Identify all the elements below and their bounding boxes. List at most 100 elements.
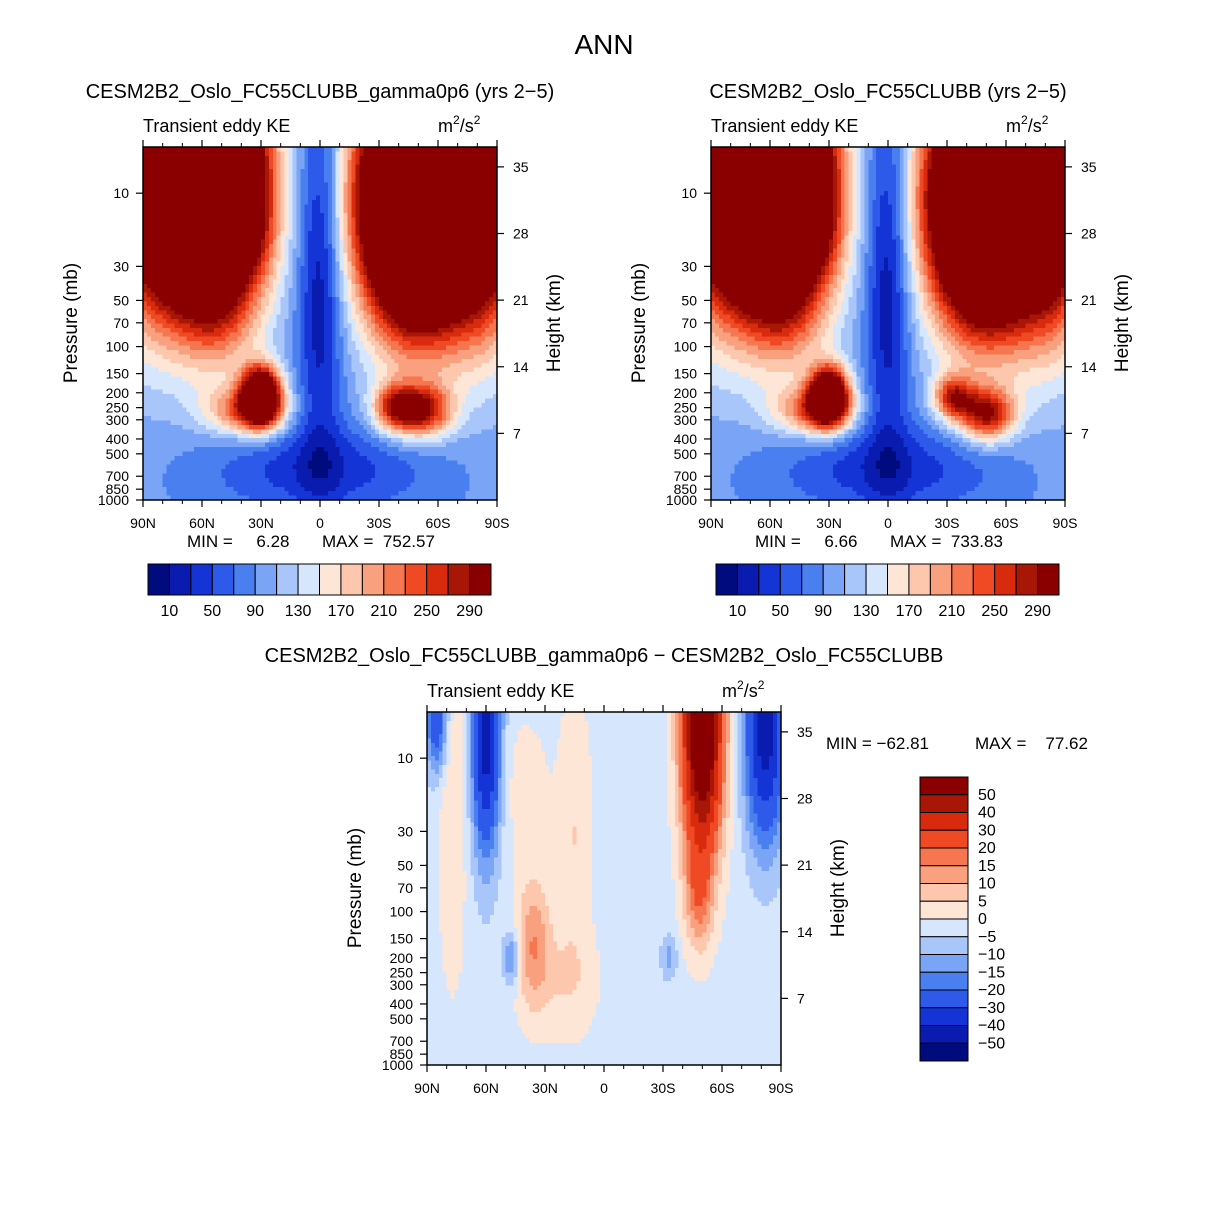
field-cell	[171, 151, 176, 156]
field-cell	[328, 204, 333, 209]
field-cell	[202, 200, 207, 205]
field-cell	[257, 173, 262, 178]
field-cell	[214, 160, 219, 165]
field-cell	[485, 151, 490, 156]
field-cell	[403, 209, 408, 214]
field-cell	[355, 187, 360, 192]
field-cell	[206, 218, 211, 223]
field-cell	[403, 196, 408, 201]
field-cell	[383, 147, 388, 152]
field-cell	[469, 156, 474, 161]
field-cell	[466, 165, 471, 170]
field-cell	[481, 156, 486, 161]
field-cell	[226, 187, 231, 192]
field-cell	[344, 187, 349, 192]
field-cell	[237, 182, 242, 187]
field-cell	[355, 196, 360, 201]
field-cell	[308, 196, 313, 201]
field-cell	[237, 169, 242, 174]
field-cell	[174, 209, 179, 214]
field-cell	[344, 160, 349, 165]
field-cell	[300, 147, 305, 152]
field-cell	[174, 204, 179, 209]
field-cell	[391, 156, 396, 161]
field-cell	[163, 173, 168, 178]
field-cell	[218, 200, 223, 205]
field-cell	[178, 178, 183, 183]
field-cell	[442, 156, 447, 161]
field-cell	[340, 151, 345, 156]
field-cell	[167, 209, 172, 214]
field-cell	[414, 200, 419, 205]
field-cell	[253, 156, 258, 161]
field-cell	[277, 196, 282, 201]
field-cell	[210, 196, 215, 201]
panel-1: CESM2B2_Oslo_FC55CLUBB_gamma0p6 (yrs 2−5…	[61, 81, 565, 620]
field-cell	[383, 160, 388, 165]
field-cell	[218, 191, 223, 196]
field-cell	[407, 204, 412, 209]
field-cell	[202, 178, 207, 183]
field-cell	[222, 200, 227, 205]
field-cell	[198, 191, 203, 196]
field-cell	[399, 151, 404, 156]
field-cell	[348, 160, 353, 165]
field-cell	[292, 156, 297, 161]
field-cell	[281, 200, 286, 205]
field-cell	[277, 182, 282, 187]
field-cell	[418, 156, 423, 161]
field-cell	[265, 187, 270, 192]
field-cell	[249, 213, 254, 218]
field-cell	[383, 182, 388, 187]
field-cell	[328, 147, 333, 152]
field-cell	[454, 178, 459, 183]
field-cell	[332, 204, 337, 209]
field-cell	[430, 213, 435, 218]
field-cell	[348, 182, 353, 187]
field-cell	[222, 165, 227, 170]
field-cell	[438, 209, 443, 214]
field-cell	[473, 200, 478, 205]
field-cell	[186, 160, 191, 165]
field-cell	[481, 147, 486, 152]
field-cell	[469, 173, 474, 178]
field-cell	[336, 178, 341, 183]
field-cell	[163, 218, 168, 223]
field-cell	[230, 209, 235, 214]
field-cell	[477, 187, 482, 192]
field-cell	[422, 196, 427, 201]
field-cell	[218, 169, 223, 174]
field-cell	[285, 160, 290, 165]
field-cell	[395, 196, 400, 201]
field-cell	[226, 218, 231, 223]
field-cell	[348, 200, 353, 205]
field-cell	[202, 156, 207, 161]
field-cell	[230, 213, 235, 218]
field-cell	[355, 204, 360, 209]
field-cell	[426, 160, 431, 165]
field-cell	[171, 165, 176, 170]
panel-1-title: CESM2B2_Oslo_FC55CLUBB_gamma0p6 (yrs 2−5…	[86, 81, 555, 103]
field-cell	[403, 165, 408, 170]
field-cell	[477, 147, 482, 152]
field-cell	[304, 182, 309, 187]
field-cell	[178, 213, 183, 218]
field-cell	[167, 204, 172, 209]
field-cell	[237, 178, 242, 183]
field-cell	[320, 209, 325, 214]
field-cell	[454, 147, 459, 152]
field-cell	[312, 156, 317, 161]
field-cell	[450, 173, 455, 178]
field-cell	[422, 187, 427, 192]
field-cell	[273, 204, 278, 209]
field-cell	[355, 191, 360, 196]
field-cell	[438, 200, 443, 205]
field-cell	[198, 196, 203, 201]
field-cell	[391, 200, 396, 205]
field-cell	[241, 160, 246, 165]
field-cell	[277, 200, 282, 205]
field-cell	[237, 218, 242, 223]
field-cell	[469, 213, 474, 218]
field-cell	[194, 165, 199, 170]
field-cell	[147, 182, 152, 187]
